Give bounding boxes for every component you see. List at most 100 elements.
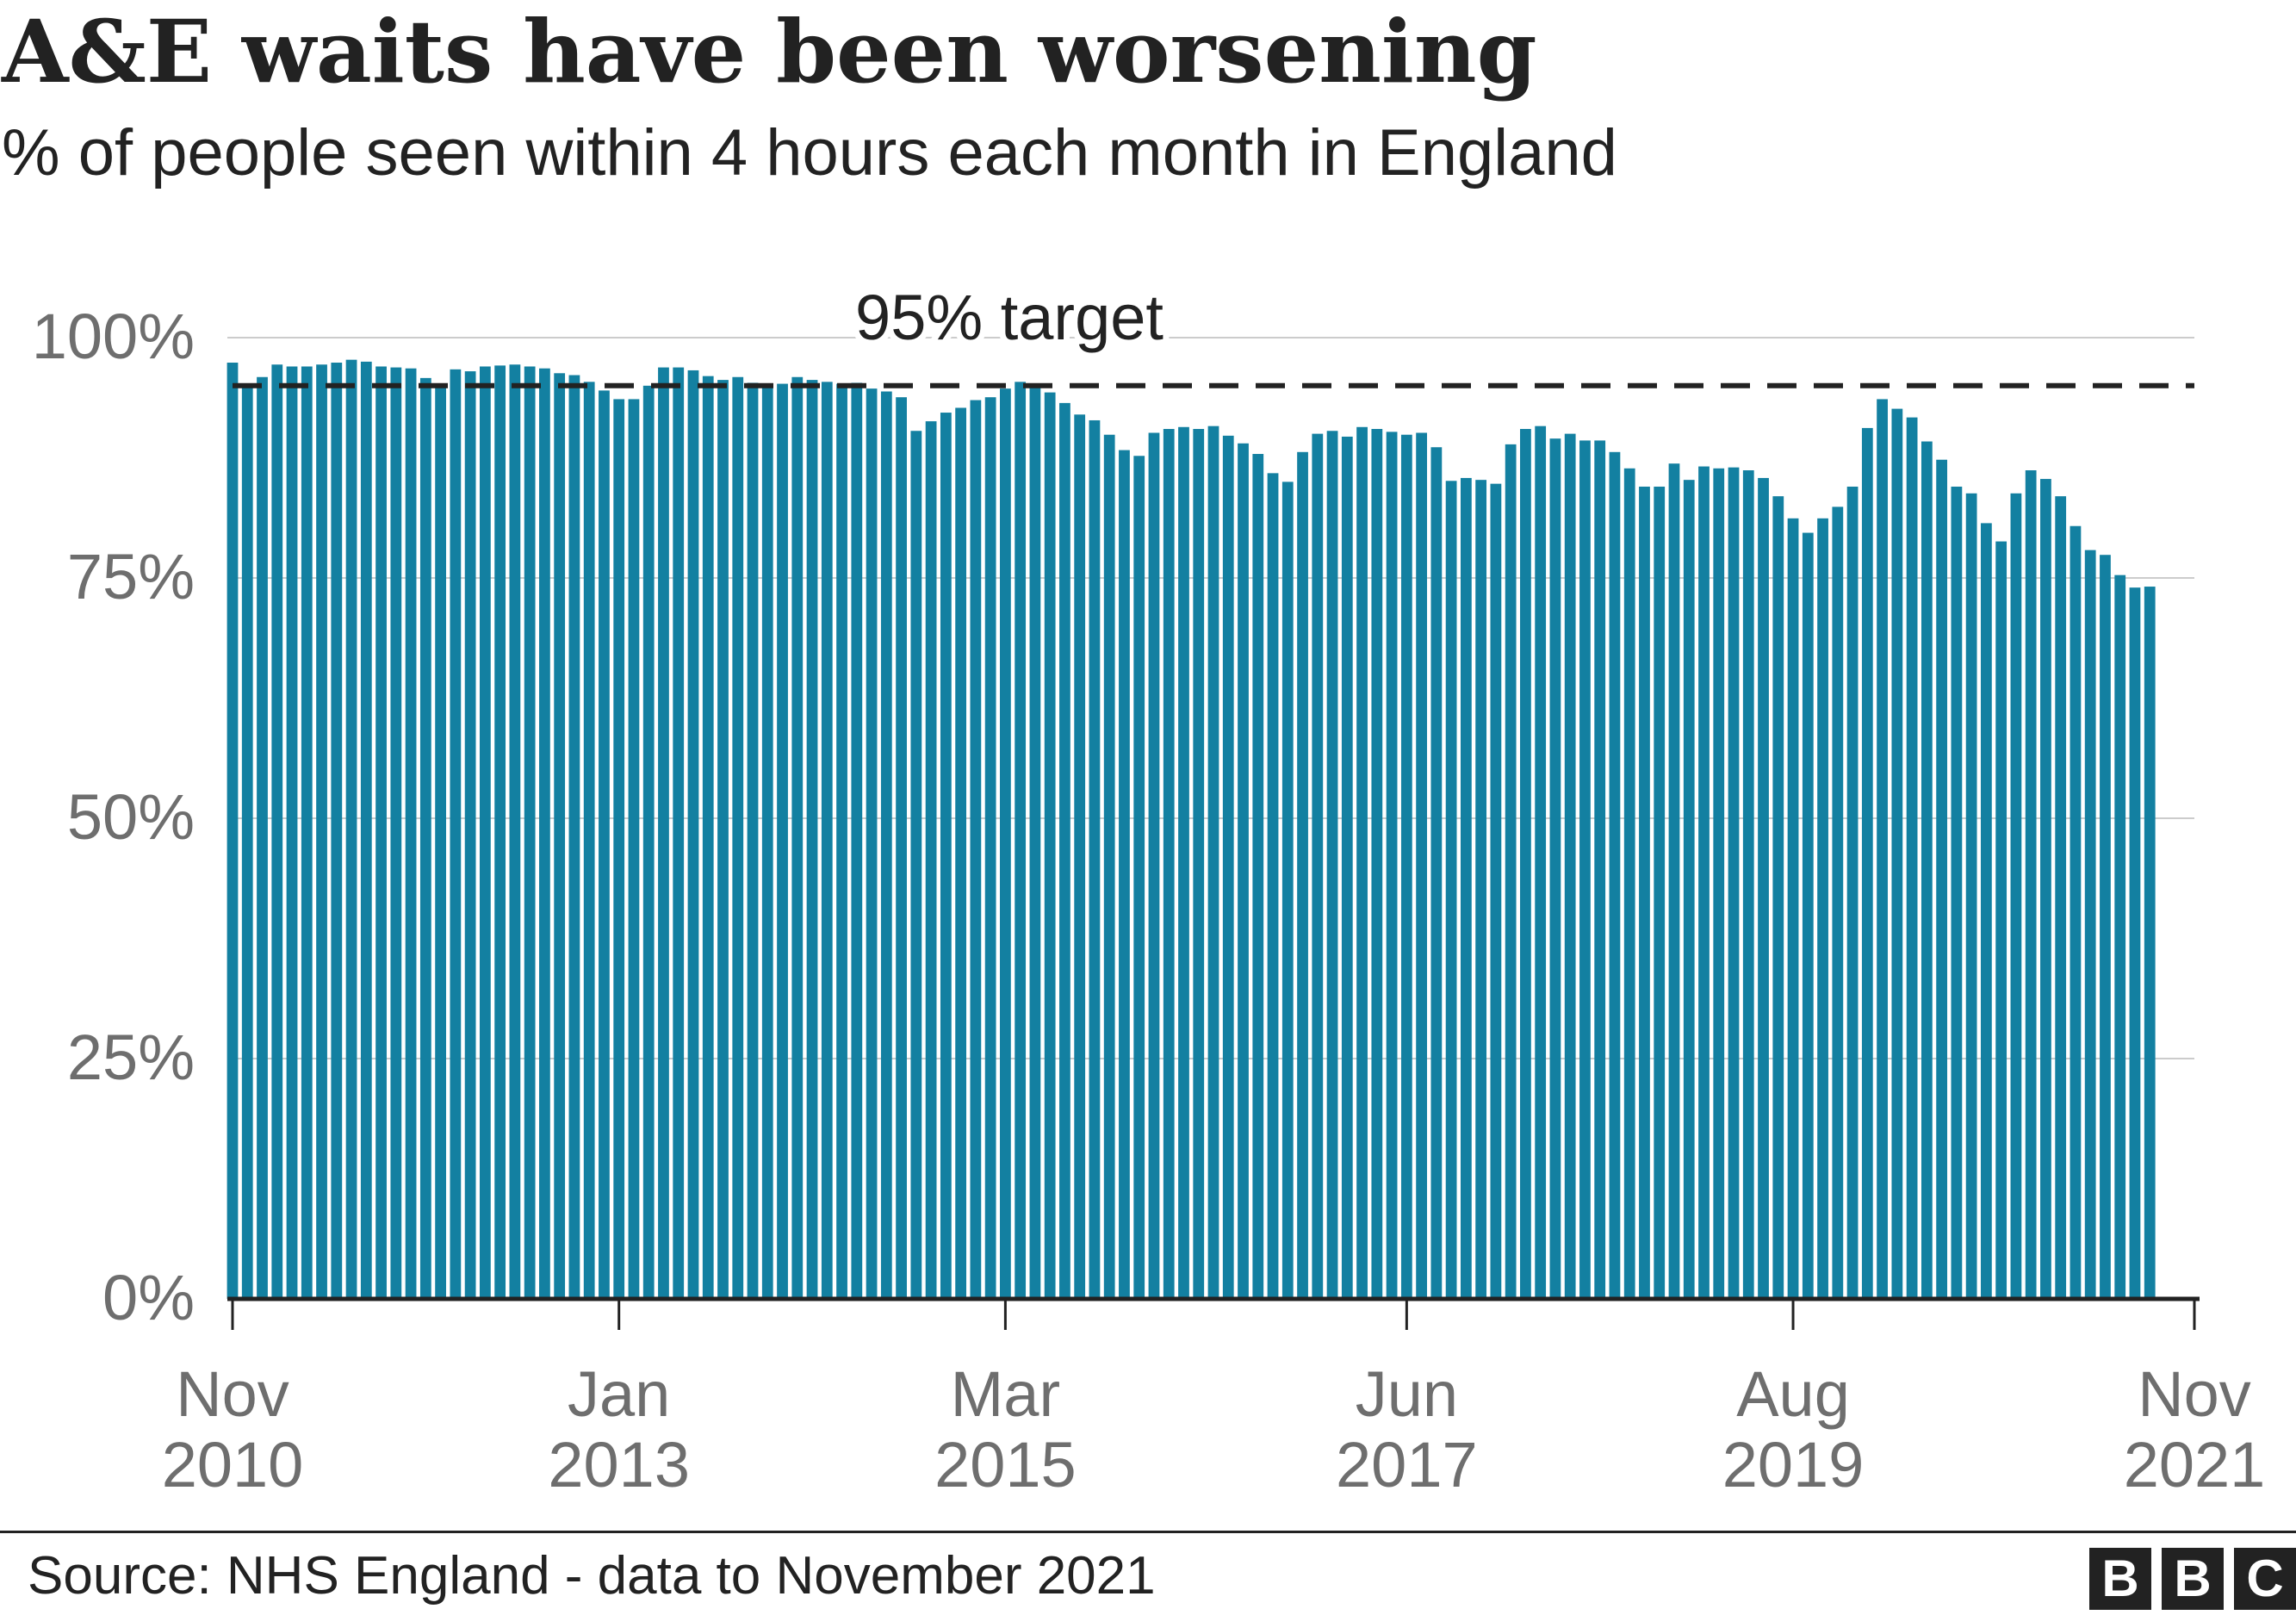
bar — [687, 370, 699, 1300]
bar — [1623, 468, 1635, 1299]
x-tick-label: 2010 — [162, 1429, 304, 1500]
bar — [2129, 587, 2141, 1299]
bar — [806, 380, 818, 1299]
bar — [405, 368, 417, 1299]
bar — [1609, 451, 1621, 1299]
bar — [1564, 433, 1576, 1300]
bar — [599, 390, 610, 1299]
bar — [2055, 496, 2067, 1299]
bar — [1430, 447, 1443, 1299]
bar — [1981, 523, 1992, 1299]
bar — [479, 366, 491, 1300]
bar — [1490, 483, 1502, 1299]
bar — [1252, 454, 1264, 1299]
bar — [1193, 429, 1205, 1299]
y-tick-label: 0% — [102, 1262, 195, 1333]
bbc-logo-letter: C — [2234, 1548, 2296, 1610]
bar — [1267, 473, 1279, 1299]
bar — [955, 407, 967, 1299]
bar — [970, 400, 982, 1299]
bar — [257, 376, 268, 1300]
bar — [301, 366, 313, 1300]
bar — [940, 413, 952, 1300]
bars — [226, 359, 2156, 1300]
bar — [1668, 463, 1680, 1299]
bar — [2010, 493, 2022, 1299]
x-tick-label: Mar — [951, 1358, 1060, 1430]
bbc-logo-letter: B — [2162, 1548, 2224, 1610]
bar — [1029, 384, 1041, 1300]
bar — [1742, 470, 1754, 1299]
bar — [1654, 486, 1666, 1299]
bar — [390, 367, 402, 1300]
bar — [1787, 518, 1799, 1299]
bar — [1698, 466, 1710, 1299]
bar — [1089, 419, 1101, 1299]
bar — [1936, 459, 1948, 1299]
bar — [1951, 486, 1963, 1299]
bar — [1995, 541, 2007, 1299]
bar — [1921, 441, 1933, 1299]
bar — [2144, 587, 2156, 1299]
bar — [732, 376, 744, 1300]
bar — [1356, 426, 1368, 1300]
bar — [1460, 477, 1472, 1299]
bar — [1877, 399, 1888, 1299]
bar — [851, 382, 863, 1299]
bar — [658, 367, 669, 1300]
footer-divider — [0, 1531, 2296, 1533]
bar — [2100, 555, 2111, 1299]
bar — [2070, 525, 2082, 1299]
bar-chart: 95% target 0%25%50%75%100%Nov2010Jan2013… — [31, 276, 2266, 1500]
target-label: 95% target — [855, 282, 1164, 353]
x-tick-label: Nov — [176, 1358, 289, 1430]
bar — [539, 368, 550, 1299]
bar — [1549, 438, 1561, 1299]
chart-subtitle: % of people seen within 4 hours each mon… — [2, 116, 1617, 189]
bar — [1594, 440, 1606, 1299]
bar — [910, 431, 922, 1299]
bar — [509, 364, 521, 1299]
bar — [1148, 432, 1160, 1299]
y-tick-label: 50% — [67, 781, 195, 853]
bar — [568, 375, 580, 1300]
bar — [702, 376, 714, 1299]
bar — [2040, 479, 2051, 1299]
bar — [360, 361, 372, 1299]
bar — [1832, 506, 1844, 1299]
bar — [1891, 408, 1903, 1300]
bar — [1386, 432, 1398, 1299]
bar — [1163, 429, 1175, 1299]
bar — [1965, 493, 1977, 1299]
bar — [2084, 550, 2096, 1299]
bar — [1015, 382, 1027, 1300]
bbc-logo-letter: B — [2089, 1548, 2151, 1610]
bar — [1505, 444, 1517, 1299]
bar — [1341, 436, 1353, 1299]
bar — [1772, 496, 1784, 1299]
bar — [747, 382, 759, 1299]
bar — [1802, 532, 1814, 1299]
bar — [1119, 450, 1130, 1299]
bar — [1535, 425, 1547, 1299]
bar — [1639, 486, 1650, 1299]
axis-labels: 0%25%50%75%100%Nov2010Jan2013Mar2015Jun2… — [32, 301, 2266, 1500]
bar — [628, 399, 640, 1299]
bar — [1846, 486, 1859, 1299]
bar — [1861, 427, 1873, 1299]
target-line-group: 95% target — [233, 276, 2194, 388]
bar — [583, 382, 595, 1300]
bar — [271, 364, 283, 1299]
bar — [761, 385, 773, 1299]
x-tick-label: 2019 — [1722, 1429, 1865, 1500]
x-tick-label: Nov — [2138, 1358, 2251, 1430]
x-tick-label: Jan — [568, 1358, 670, 1430]
bar — [1906, 417, 1918, 1299]
bar — [464, 371, 476, 1299]
x-axis — [227, 1296, 2200, 1330]
bar — [925, 421, 937, 1299]
bar — [1207, 425, 1219, 1299]
bar — [1683, 480, 1695, 1299]
bar — [241, 385, 253, 1299]
bar — [1371, 429, 1383, 1299]
